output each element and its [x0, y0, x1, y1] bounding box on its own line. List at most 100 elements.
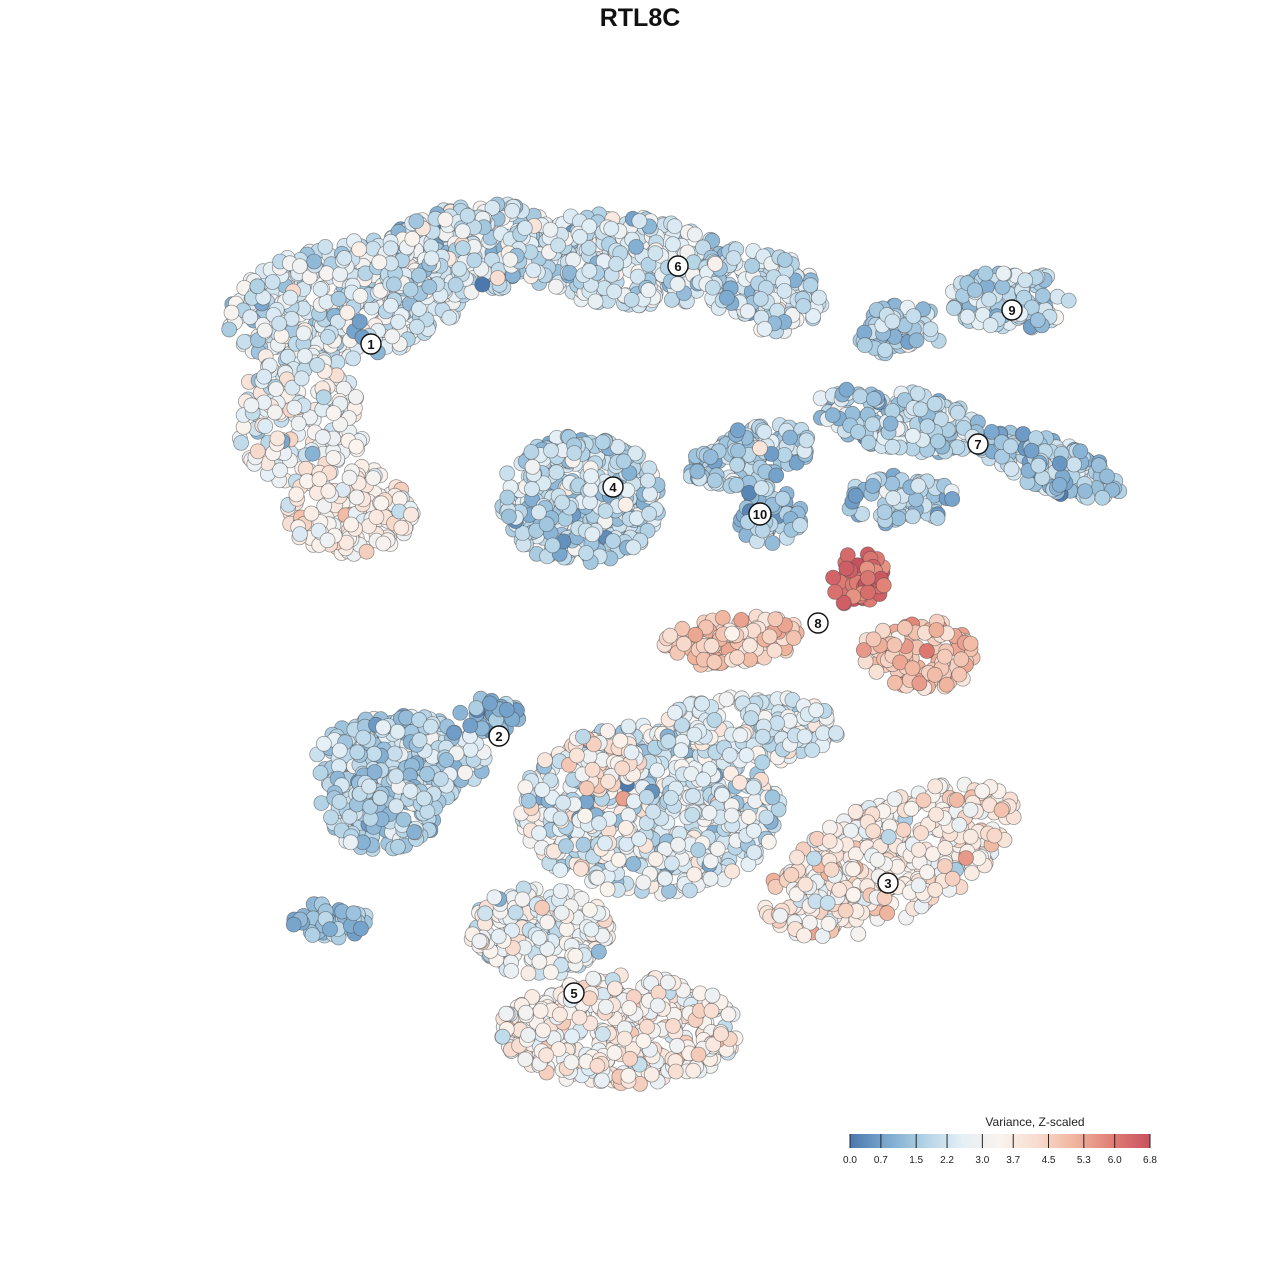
- cell-point: [732, 727, 749, 744]
- cell-point: [974, 783, 991, 799]
- cell-point: [864, 416, 881, 433]
- cell-point: [462, 717, 479, 734]
- cell-point: [385, 276, 402, 293]
- cell-point: [642, 486, 658, 502]
- cell-point: [845, 886, 862, 903]
- cell-point: [928, 622, 945, 638]
- cell-point: [403, 506, 419, 523]
- cell-point: [311, 471, 328, 488]
- cell-point: [338, 534, 355, 551]
- cell-point: [828, 725, 844, 741]
- cell-point: [438, 752, 455, 768]
- cell-point: [879, 905, 895, 921]
- cell-point: [520, 1027, 537, 1043]
- cell-point: [584, 761, 601, 778]
- cell-point: [554, 494, 571, 511]
- cell-point: [610, 851, 627, 868]
- cell-point: [628, 238, 644, 255]
- cell-point: [837, 902, 854, 919]
- cell-point: [875, 577, 892, 594]
- cell-point: [349, 744, 366, 761]
- cell-point: [860, 584, 876, 601]
- cell-point: [452, 704, 469, 721]
- cell-point: [348, 489, 365, 506]
- cell-point: [904, 427, 921, 444]
- chart-title: RTL8C: [599, 4, 681, 32]
- cell-point: [291, 258, 308, 275]
- cell-point: [819, 895, 836, 911]
- cell-point: [944, 491, 961, 507]
- cell-point: [256, 368, 273, 385]
- cell-point: [312, 281, 329, 298]
- cell-point: [686, 726, 703, 743]
- cell-point: [742, 637, 758, 654]
- cell-point: [663, 790, 679, 806]
- cell-point: [880, 829, 897, 845]
- cell-point: [690, 842, 707, 858]
- cell-point: [446, 724, 462, 741]
- cell-point: [441, 309, 458, 326]
- cell-point: [884, 313, 901, 330]
- cell-point: [631, 831, 647, 847]
- cell-point: [649, 762, 665, 779]
- cell-point: [869, 852, 886, 868]
- cell-point: [912, 401, 929, 418]
- cell-point: [877, 342, 893, 359]
- cell-point: [962, 801, 979, 818]
- cell-point: [864, 477, 881, 494]
- cell-point: [617, 496, 634, 513]
- cell-point: [288, 486, 305, 503]
- cell-point: [520, 792, 537, 809]
- cell-point: [927, 778, 944, 795]
- cell-point: [820, 915, 837, 932]
- cell-point: [796, 728, 813, 745]
- cell-point: [929, 510, 946, 526]
- cell-point: [421, 278, 438, 295]
- cell-point: [752, 440, 768, 457]
- cell-point: [375, 719, 392, 736]
- cell-point: [608, 255, 625, 272]
- cell-point: [598, 999, 614, 1015]
- cell-point: [882, 415, 899, 432]
- cell-point: [563, 1054, 580, 1070]
- cell-point: [564, 1028, 580, 1045]
- cell-point: [709, 841, 726, 857]
- cell-point: [622, 1050, 638, 1067]
- cell-point: [352, 920, 369, 937]
- cell-point: [825, 569, 841, 586]
- cell-point: [946, 300, 962, 317]
- cell-point: [462, 741, 479, 758]
- cell-point: [774, 490, 791, 507]
- cell-point: [847, 803, 864, 820]
- cell-point: [355, 729, 372, 746]
- cell-point: [743, 710, 759, 726]
- cell-point: [345, 905, 362, 922]
- cell-point: [944, 870, 961, 887]
- cell-point: [555, 794, 572, 811]
- cell-point: [454, 240, 471, 257]
- cell-point: [831, 882, 848, 898]
- cell-point: [724, 863, 740, 880]
- cell-point: [393, 519, 410, 536]
- cell-point: [670, 836, 686, 853]
- cell-point: [631, 213, 648, 229]
- cell-point: [797, 876, 814, 893]
- cell-point: [937, 840, 954, 856]
- cell-point: [584, 526, 601, 543]
- cell-point: [704, 279, 721, 296]
- cell-point: [938, 676, 955, 693]
- cell-point: [498, 701, 515, 718]
- cell-point: [729, 649, 745, 666]
- cell-point: [352, 287, 369, 304]
- cell-point: [600, 773, 617, 790]
- cell-point: [329, 313, 346, 330]
- cell-point: [804, 742, 821, 758]
- cell-point: [361, 778, 378, 795]
- cell-point: [577, 808, 593, 824]
- cell-point: [532, 1003, 549, 1019]
- cell-point: [993, 802, 1010, 818]
- cell-point: [756, 423, 773, 440]
- cell-point: [304, 445, 321, 462]
- cell-point: [669, 276, 686, 293]
- cell-point: [581, 262, 598, 279]
